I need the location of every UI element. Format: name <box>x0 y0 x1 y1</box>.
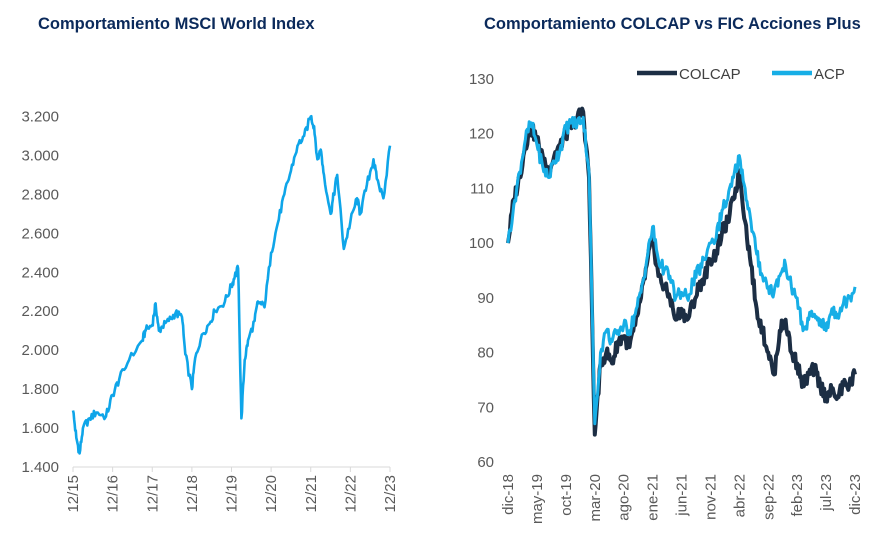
msci-x-tick-label: 12/18 <box>184 475 201 513</box>
colcap-y-tick-label: 90 <box>477 290 494 307</box>
colcap-x-tick-label: feb-23 <box>789 474 806 517</box>
colcap-x-tick-label: ene-21 <box>645 474 662 521</box>
colcap-y-tick-label: 80 <box>477 345 494 362</box>
msci-chart-title: Comportamiento MSCI World Index <box>38 15 315 33</box>
colcap-x-tick-label: sep-22 <box>760 474 777 520</box>
colcap-y-tick-label: 130 <box>469 71 494 88</box>
colcap-x-tick-label: oct-19 <box>558 474 575 516</box>
msci-y-tick-label: 2.200 <box>21 303 59 320</box>
msci-y-tick-label: 3.200 <box>21 108 59 125</box>
colcap-y-tick-label: 120 <box>469 126 494 143</box>
msci-x-tick-label: 12/23 <box>382 475 399 513</box>
msci-y-tick-label: 2.000 <box>21 342 59 359</box>
colcap-x-tick-label: ago-20 <box>616 474 633 521</box>
msci-y-tick-label: 2.400 <box>21 264 59 281</box>
colcap-x-tick-label: mar-20 <box>587 474 604 522</box>
msci-world-line-chart: 1.400 1.600 1.800 2.000 2.200 2.400 2.600 2.800… <box>21 108 399 512</box>
msci-series-line <box>71 114 392 455</box>
colcap-chart-title: Comportamiento COLCAP vs FIC Acciones Pl… <box>484 15 861 33</box>
legend-colcap-label: COLCAP <box>679 66 741 83</box>
msci-x-tick-label: 12/19 <box>224 475 241 513</box>
acp-series-line <box>506 115 857 426</box>
colcap-y-tick-label: 60 <box>477 454 494 471</box>
msci-y-tick-label: 3.000 <box>21 147 59 164</box>
msci-x-tick-label: 12/21 <box>303 475 320 513</box>
msci-x-tick-label: 12/22 <box>342 475 359 513</box>
colcap-x-tick-label: dic-23 <box>847 474 864 515</box>
msci-y-tick-label: 2.600 <box>21 225 59 242</box>
msci-x-tick-label: 12/15 <box>65 475 82 513</box>
msci-x-tick-label: 12/20 <box>263 475 280 513</box>
colcap-series-line <box>506 106 857 437</box>
colcap-y-tick-label: 100 <box>469 235 494 252</box>
colcap-x-tick-label: jun-21 <box>674 474 691 517</box>
msci-y-tick-label: 2.800 <box>21 186 59 203</box>
colcap-vs-acp-line-chart: 60 70 80 90 100 110 120 130 dic-18 may-19 oct-19 ma… <box>469 66 864 524</box>
msci-x-tick-label: 12/16 <box>105 475 122 513</box>
colcap-x-tick-label: abr-22 <box>731 474 748 517</box>
colcap-y-tick-label: 110 <box>470 180 494 197</box>
colcap-x-tick-label: dic-18 <box>500 474 517 515</box>
msci-x-tick-label: 12/17 <box>144 475 161 513</box>
msci-y-tick-label: 1.600 <box>21 420 59 437</box>
colcap-x-tick-label: may-19 <box>529 474 546 524</box>
msci-y-tick-label: 1.800 <box>21 381 59 398</box>
legend-acp-label: ACP <box>814 66 845 83</box>
colcap-x-tick-label: jul-23 <box>818 474 835 512</box>
colcap-y-tick-label: 70 <box>477 399 494 416</box>
colcap-x-tick-label: nov-21 <box>702 474 719 520</box>
msci-y-tick-label: 1.400 <box>21 459 59 476</box>
